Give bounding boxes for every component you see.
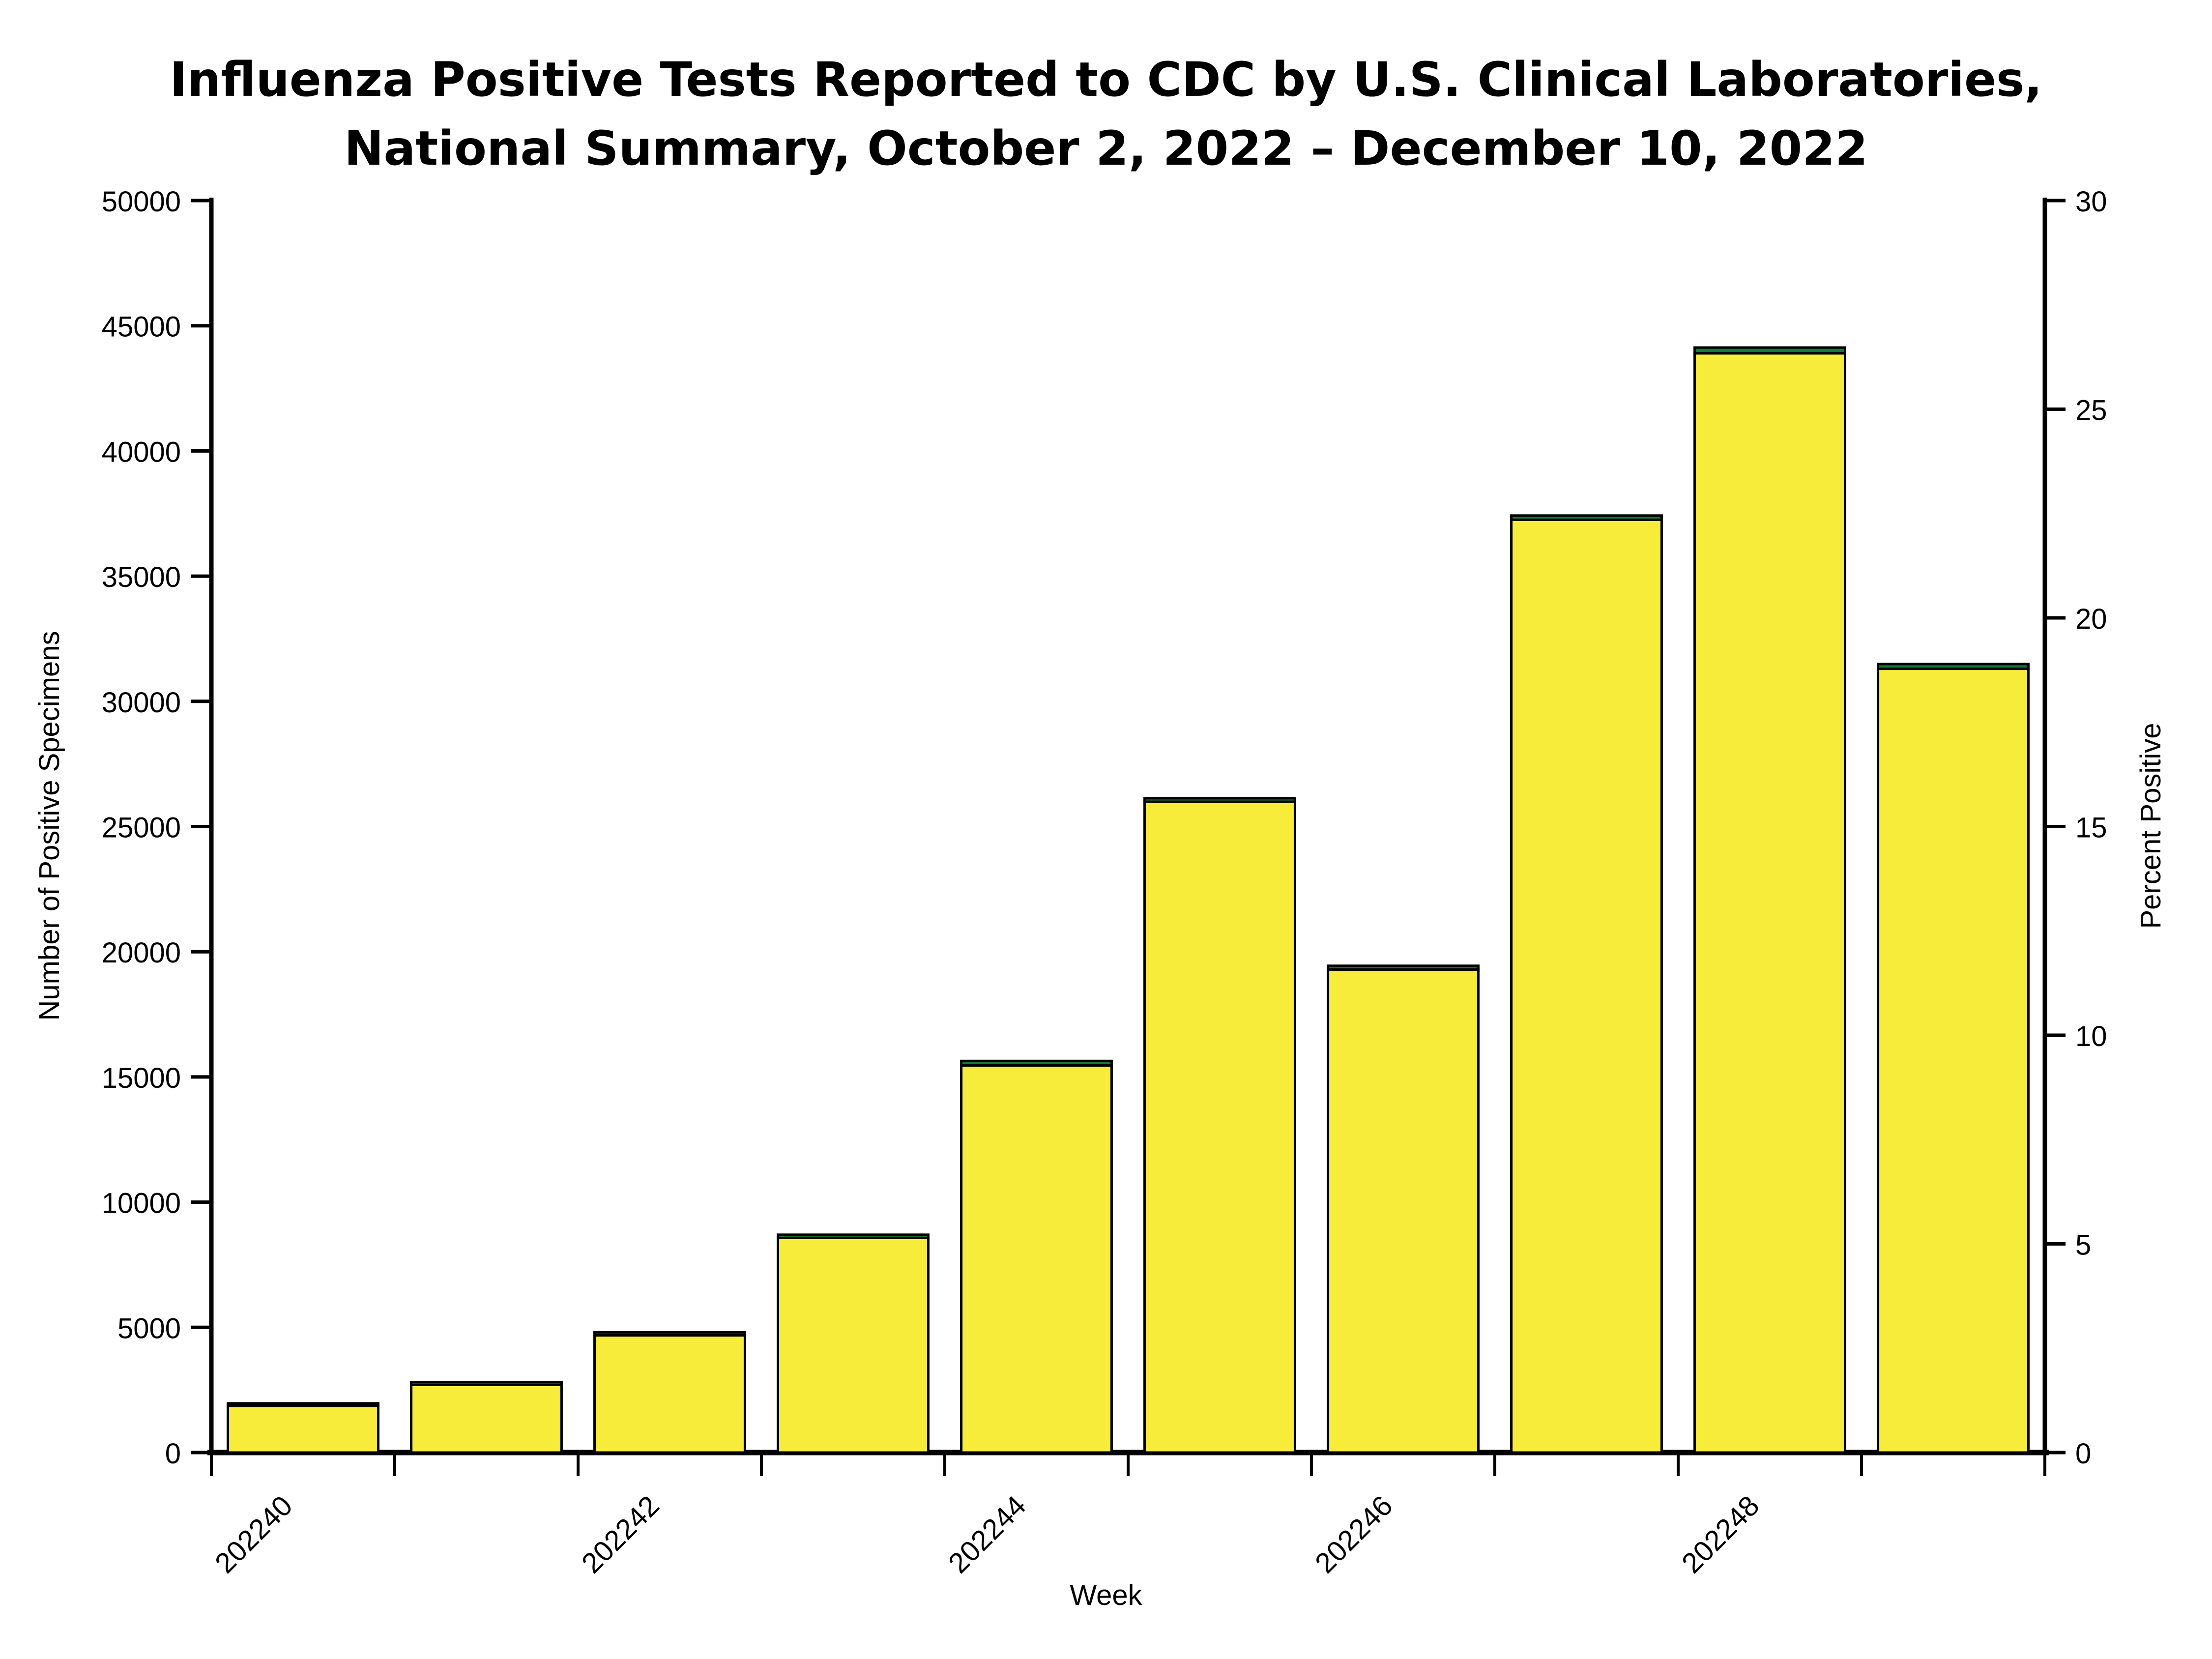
bar-segment-flu-a — [593, 1334, 746, 1454]
y-axis-left-tick-label: 0 — [165, 1438, 181, 1470]
y-axis-left-tick-label: 10000 — [102, 1188, 181, 1220]
y-axis-left-tick-label: 15000 — [102, 1062, 181, 1094]
bar-segment-flu-b — [227, 1402, 379, 1407]
bar-segment-flu-b — [777, 1233, 930, 1239]
bar-segment-flu-a — [410, 1383, 563, 1454]
y-axis-left-tick-label: 5000 — [117, 1312, 181, 1344]
bar-segment-flu-b — [1143, 797, 1296, 803]
bar-segment-flu-b — [410, 1381, 563, 1386]
y-axis-right-tick-label: 10 — [2075, 1020, 2107, 1052]
bar-segment-flu-a — [1510, 518, 1663, 1454]
bar-segment-flu-a — [1877, 668, 2030, 1454]
bar-segment-flu-a — [777, 1236, 930, 1454]
bar-segment-flu-a — [227, 1404, 379, 1454]
chart-title-line-1: Influenza Positive Tests Reported to CDC… — [170, 52, 2042, 107]
y-axis-left-tick-label: 35000 — [102, 561, 181, 593]
bar-segment-flu-b — [960, 1059, 1113, 1067]
chart-title-line-2: National Summary, October 2, 2022 – Dece… — [344, 121, 1868, 176]
y-axis-left-tick-label: 25000 — [102, 812, 181, 844]
bar-segment-flu-a — [1327, 968, 1480, 1454]
y-axis-left-title: Number of Positive Specimens — [33, 631, 65, 1021]
bar-segment-flu-b — [1510, 514, 1663, 521]
x-axis-title: Week — [1070, 1579, 1142, 1611]
y-axis-left-tick-label: 20000 — [102, 937, 181, 969]
y-axis-right-tick-label: 15 — [2075, 812, 2107, 844]
y-axis-right-tick-label: 5 — [2075, 1229, 2091, 1261]
y-axis-right-tick-label: 30 — [2075, 186, 2107, 218]
bar-segment-flu-b — [1327, 964, 1480, 971]
y-axis-left-tick-label: 50000 — [102, 186, 181, 218]
bar-segment-flu-b — [1877, 663, 2030, 670]
y-axis-left-tick-label: 30000 — [102, 687, 181, 719]
bar-series-group — [227, 346, 2030, 1454]
y-axis-right-tick-label: 25 — [2075, 395, 2107, 427]
y-axis-right-tick-label: 0 — [2075, 1438, 2091, 1470]
bar-segment-flu-b — [1693, 346, 1846, 355]
bar-segment-flu-b — [593, 1331, 746, 1337]
y-axis-right-title: Percent Positive — [2135, 723, 2167, 929]
bar-segment-flu-a — [1693, 352, 1846, 1454]
bar-segment-flu-a — [1143, 800, 1296, 1454]
y-axis-left-tick-label: 45000 — [102, 311, 181, 343]
y-axis-left-tick-label: 40000 — [102, 436, 181, 468]
y-axis-right-tick-label: 20 — [2075, 603, 2107, 635]
bar-segment-flu-a — [960, 1064, 1113, 1454]
